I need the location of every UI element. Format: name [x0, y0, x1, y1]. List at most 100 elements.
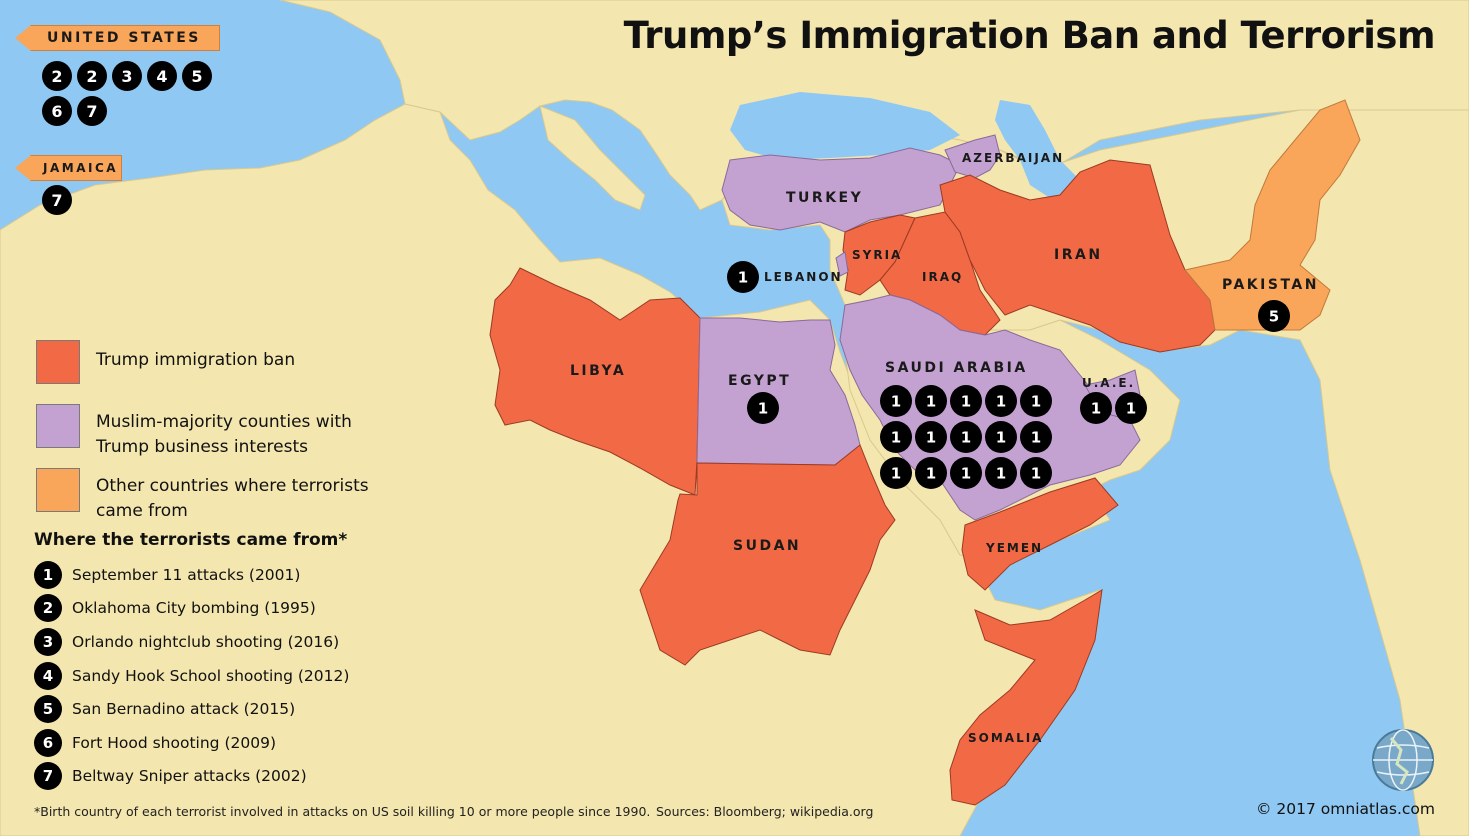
- legend-swatch-other: [36, 468, 80, 512]
- svg-text:1: 1: [891, 465, 901, 483]
- country-sudan: [639, 444, 896, 666]
- label-somalia: SOMALIA: [968, 731, 1043, 745]
- legend-label-other: Other countries where terrorists came fr…: [96, 476, 369, 521]
- attack-marker: 4: [147, 61, 177, 91]
- attack-marker: 7: [42, 185, 72, 215]
- attack-marker: 1: [915, 421, 947, 453]
- label-iraq: IRAQ: [922, 270, 963, 284]
- svg-text:1: 1: [961, 429, 971, 447]
- tag-jamaica: JAMAICA: [15, 155, 122, 181]
- attack-marker: 7: [77, 96, 107, 126]
- attack-marker: 1: [950, 421, 982, 453]
- attack-number: 2: [34, 594, 62, 623]
- label-iran: IRAN: [1054, 247, 1103, 263]
- legend: Trump immigration ban Muslim-majority co…: [34, 334, 414, 526]
- label-pakistan: PAKISTAN: [1222, 277, 1319, 293]
- attack-label: San Bernadino attack (2015): [72, 700, 296, 719]
- attack-item: 5 San Bernadino attack (2015): [34, 692, 349, 726]
- attack-number: 5: [34, 695, 62, 724]
- attack-number: 1: [34, 560, 62, 589]
- svg-text:1: 1: [996, 393, 1006, 411]
- legend-item-other: Other countries where terrorists came fr…: [34, 462, 414, 526]
- attack-number: 3: [34, 627, 62, 656]
- jamaica-markers: 7: [42, 185, 82, 215]
- attack-number: 6: [34, 728, 62, 757]
- label-turkey: TURKEY: [786, 190, 863, 206]
- attack-marker: 2: [42, 61, 72, 91]
- attack-marker: 1: [950, 385, 982, 417]
- attack-list: Where the terrorists came from* 1 Septemb…: [34, 530, 349, 793]
- attack-marker: 1: [880, 385, 912, 417]
- attack-label: Fort Hood shooting (2009): [72, 733, 276, 752]
- svg-text:1: 1: [996, 429, 1006, 447]
- black-sea: [730, 92, 960, 160]
- legend-swatch-ban: [36, 340, 80, 384]
- label-saudi-arabia: SAUDI ARABIA: [885, 360, 1028, 376]
- svg-text:1: 1: [1031, 429, 1041, 447]
- svg-text:1: 1: [926, 465, 936, 483]
- footnote: *Birth country of each terrorist involve…: [34, 804, 651, 819]
- sources: Sources: Bloomberg; wikipedia.org: [656, 804, 874, 819]
- label-azerbaijan: AZERBAIJAN: [962, 151, 1064, 165]
- attack-marker: 5: [182, 61, 212, 91]
- attack-list-title: Where the terrorists came from*: [34, 530, 348, 550]
- attack-marker: 1: [1080, 392, 1112, 424]
- svg-text:1: 1: [1031, 465, 1041, 483]
- attack-marker: 1: [985, 457, 1017, 489]
- attack-marker: 1: [1115, 392, 1147, 424]
- attack-markers: 1 5 1 1 1 1 1 1 1 1 1 1 1 1 1 1 1 1 1 1: [727, 261, 1290, 489]
- country-turkey: [721, 147, 961, 233]
- svg-text:1: 1: [738, 269, 748, 287]
- attack-marker: 1: [727, 261, 759, 293]
- svg-text:1: 1: [1091, 400, 1101, 418]
- attack-item: 3 Orlando nightclub shooting (2016): [34, 625, 349, 659]
- attack-marker: 5: [1258, 300, 1290, 332]
- page-title: Trump’s Immigration Ban and Terrorism: [623, 14, 1436, 57]
- svg-text:1: 1: [926, 393, 936, 411]
- label-egypt: EGYPT: [728, 373, 791, 389]
- attack-marker: 1: [1020, 457, 1052, 489]
- attack-item: 7 Beltway Sniper attacks (2002): [34, 760, 349, 794]
- land-italy: [539, 105, 646, 211]
- attack-item: 2 Oklahoma City bombing (1995): [34, 592, 349, 626]
- attack-marker: 1: [1020, 385, 1052, 417]
- country-azerbaijan: [944, 134, 1001, 179]
- attack-marker: 1: [1020, 421, 1052, 453]
- svg-text:1: 1: [891, 429, 901, 447]
- attack-marker: 1: [950, 457, 982, 489]
- attack-item: 1 September 11 attacks (2001): [34, 558, 349, 592]
- label-libya: LIBYA: [570, 363, 626, 379]
- attack-marker: 6: [42, 96, 72, 126]
- attack-marker: 1: [985, 385, 1017, 417]
- country-lebanon: [835, 251, 849, 277]
- svg-text:1: 1: [1031, 393, 1041, 411]
- attack-label: Orlando nightclub shooting (2016): [72, 632, 340, 651]
- label-lebanon: LEBANON: [764, 270, 843, 284]
- svg-text:1: 1: [1126, 400, 1136, 418]
- attack-label: Beltway Sniper attacks (2002): [72, 767, 307, 786]
- attack-item: 4 Sandy Hook School shooting (2012): [34, 659, 349, 693]
- legend-label-ban: Trump immigration ban: [96, 350, 296, 370]
- caspian-sea: [995, 100, 1080, 200]
- svg-text:1: 1: [926, 429, 936, 447]
- attack-number: 4: [34, 661, 62, 690]
- svg-text:1: 1: [961, 465, 971, 483]
- svg-text:1: 1: [891, 393, 901, 411]
- attack-marker: 1: [880, 421, 912, 453]
- attack-marker: 1: [985, 421, 1017, 453]
- svg-text:5: 5: [1269, 308, 1279, 326]
- legend-item-business: Muslim-majority counties with Trump busi…: [34, 398, 414, 462]
- country-libya: [489, 267, 701, 496]
- country-somalia: [949, 589, 1103, 806]
- legend-label-business: Muslim-majority counties with Trump busi…: [96, 412, 352, 457]
- attack-marker: 1: [915, 457, 947, 489]
- attack-number: 7: [34, 762, 62, 791]
- legend-swatch-business: [36, 404, 80, 448]
- attack-marker: 3: [112, 61, 142, 91]
- globe-logo-icon: [1372, 729, 1434, 791]
- svg-text:1: 1: [996, 465, 1006, 483]
- tag-united-states: UNITED STATES: [15, 25, 220, 51]
- copyright: © 2017 omniatlas.com: [1256, 800, 1435, 818]
- label-uae: U.A.E.: [1082, 376, 1135, 390]
